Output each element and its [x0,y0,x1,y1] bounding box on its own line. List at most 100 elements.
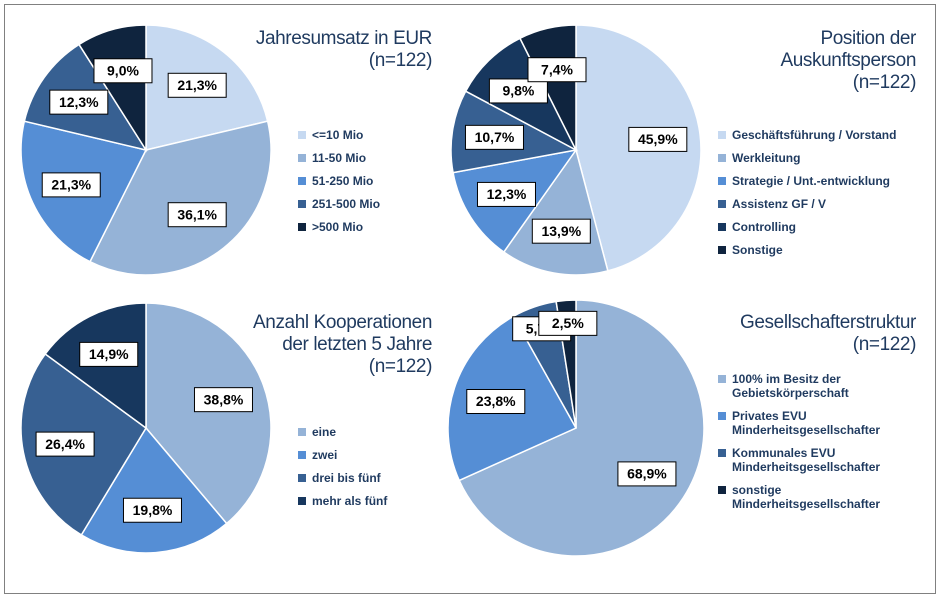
chart-subtitle: (n=122) [368,356,433,377]
value-label-box [193,387,253,413]
legend-swatch [298,428,306,436]
value-label: 10,7% [475,129,515,145]
pie-slice [458,299,705,557]
legend-label: Assistenz GF / V [732,197,827,211]
legend-label: >500 Mio [312,220,364,234]
legend: <=10 Mio 11-50 Mio 51-250 Mio 251-500 Mio >5… [298,128,438,234]
legend-swatch [298,451,306,459]
chart-title-block: Position der Auskunftsperson (n=122) [746,28,916,94]
chart-title: Gesellschafterstruktur [740,312,916,333]
legend-item: <=10 Mio [298,128,438,142]
value-label: 14,9% [89,346,129,362]
legend-label: Kommunales EVU Minderheitsgesellschafter [732,446,881,474]
legend-swatch [718,177,726,185]
legend: eine zwei drei bis fünf mehr als fünf [298,425,438,508]
pie-slice [502,148,609,276]
legend-swatch [298,474,306,482]
legend-swatch [718,412,726,420]
legend-label: Geschäftsführung / Vorstand [732,128,897,142]
legend-swatch [718,200,726,208]
value-label-box [531,218,591,244]
value-label: 12,3% [59,94,99,110]
legend-label: sonstige Minderheitsgesellschafter [732,483,881,511]
legend-label: Strategie / Unt.-entwicklung [732,174,891,188]
frame [4,4,936,594]
value-label: 9,0% [107,62,139,78]
pie-slice [88,120,272,276]
legend-label: 251-500 Mio [312,197,381,211]
legend-label: mehr als fünf [312,494,388,508]
pie-slice [80,426,228,554]
legend-item: 11-50 Mio [298,151,438,165]
chart-title: Anzahl Kooperationen der letzten 5 Jahre [253,312,432,355]
value-label: 13,9% [541,223,581,239]
chart-title-block: Gesellschafterstruktur (n=122) [686,312,916,356]
legend-label: drei bis fünf [312,471,381,485]
value-label-box [35,431,95,457]
legend-item: 100% im Besitz der Gebietskörperschaft [718,372,918,400]
value-label: 36,1% [177,206,217,222]
legend-item: mehr als fünf [298,494,438,508]
legend-label: Controlling [732,220,796,234]
value-label-box [466,388,526,414]
pie-slice [145,302,272,525]
chart-subtitle: (n=122) [852,334,917,355]
legend-item: Strategie / Unt.-entwicklung [718,174,928,188]
legend-swatch [298,177,306,185]
pie-slice [77,24,147,153]
legend-swatch [718,131,726,139]
value-label-box [527,57,587,83]
legend: 100% im Besitz der Gebietskörperschaft Pr… [718,372,918,511]
chart-title: Jahresumsatz in EUR [255,28,433,49]
value-label: 45,9% [638,131,678,147]
value-label: 26,4% [45,436,85,452]
value-label-box [617,461,677,487]
legend-item: Geschäftsführung / Vorstand [718,128,928,142]
value-label-box [79,341,139,367]
legend-swatch [298,154,306,162]
chart-title-block: Jahresumsatz in EUR (n=122) [222,28,433,72]
legend-swatch [718,486,726,494]
legend-swatch [718,154,726,162]
value-label-box [464,124,524,150]
legend: Geschäftsführung / Vorstand Werkleitung St… [718,128,928,257]
legend-label: <=10 Mio [312,128,364,142]
legend-item: Controlling [718,220,928,234]
value-label: 9,8% [502,83,534,99]
legend-label: 11-50 Mio [312,151,367,165]
legend-swatch [718,375,726,383]
chart-subtitle: (n=122) [852,72,917,93]
value-label: 23,8% [476,393,516,409]
legend-item: Kommunales EVU Minderheitsgesellschafter [718,446,918,474]
legend-swatch [298,223,306,231]
legend-label: 51-250 Mio [312,174,374,188]
value-label-box [49,89,109,115]
value-label: 21,3% [51,177,91,193]
legend-swatch [298,200,306,208]
legend-swatch [298,497,306,505]
legend-label: Privates EVU Minderheitsgesellschafter [732,409,881,437]
value-label: 19,8% [133,502,173,518]
legend-swatch [298,131,306,139]
legend-label: eine [312,425,337,439]
legend-item: Privates EVU Minderheitsgesellschafter [718,409,918,437]
legend-item: 251-500 Mio [298,197,438,211]
value-label-box [538,310,598,336]
legend-label: Werkleitung [732,151,801,165]
legend-swatch [718,449,726,457]
pie-slice [518,24,577,151]
legend-item: drei bis fünf [298,471,438,485]
chart-subtitle: (n=122) [368,50,433,71]
value-label: 7,4% [541,61,573,77]
legend-label: zwei [312,448,338,462]
legend-item: Assistenz GF / V [718,197,928,211]
legend-swatch [718,246,726,254]
value-label-box [167,202,227,228]
value-label-box [41,172,101,198]
value-label-box [488,78,548,104]
value-label: 21,3% [177,77,217,93]
legend-item: zwei [298,448,438,462]
value-label-box [93,58,153,84]
